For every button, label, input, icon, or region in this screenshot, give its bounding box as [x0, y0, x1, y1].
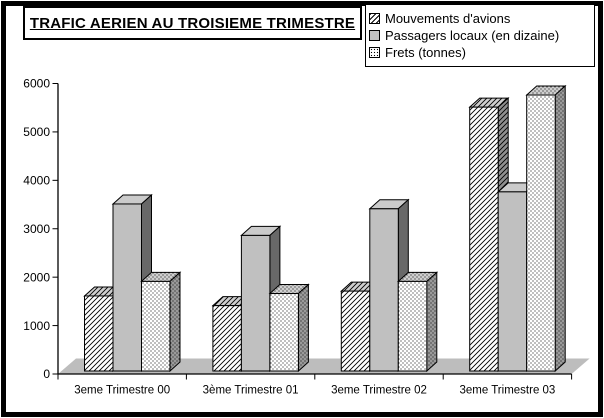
y-tick-label: 1000	[23, 319, 50, 333]
bar-front-face	[84, 295, 114, 372]
legend-label: Frets (tonnes)	[385, 44, 466, 60]
x-category-label: 3eme Trimestre 02	[331, 385, 427, 397]
chart-legend: Mouvements d'avions Passagers locaux (en …	[365, 4, 595, 67]
bar-front-face	[497, 191, 528, 372]
legend-swatch-dots-icon	[369, 47, 380, 58]
legend-label: Passagers locaux (en dizaine)	[385, 27, 560, 43]
chart-floor	[58, 358, 590, 374]
legend-item-1: Passagers locaux (en dizaine)	[369, 27, 591, 43]
bar-side-face	[554, 84, 566, 373]
bar-s2-c2	[396, 271, 439, 373]
bar-s2-c1	[268, 283, 310, 373]
y-tick-label: 4000	[23, 174, 50, 188]
legend-item-2: Frets (tonnes)	[369, 44, 591, 60]
bar-front-face	[141, 280, 171, 372]
bar-front-face	[397, 280, 428, 372]
bar-front-face	[112, 203, 142, 372]
y-tick-label: 3000	[23, 222, 50, 236]
bar-front-face	[369, 208, 399, 372]
bar-s2-c3	[525, 84, 567, 373]
chart-title: TRAFIC AERIEN AU TROISIEME TRIMESTRE	[23, 6, 362, 40]
y-tick-label: 2000	[23, 270, 50, 284]
bar-side-face	[426, 271, 438, 373]
legend-label: Mouvements d'avions	[385, 10, 511, 26]
legend-swatch-hatch-icon	[369, 13, 380, 24]
y-tick-label: 6000	[23, 77, 50, 91]
bar-front-face	[469, 106, 499, 372]
bar-front-face	[526, 94, 556, 372]
bar-front-face	[269, 293, 299, 372]
bar-s2-c0	[140, 271, 182, 373]
x-category-label: 3eme Trimestre 00	[74, 385, 170, 397]
bar-side-face	[297, 283, 309, 373]
x-category-label: 3ème Trimestre 01	[203, 385, 299, 397]
legend-item-0: Mouvements d'avions	[369, 10, 591, 26]
legend-swatch-solid-gray-icon	[369, 30, 380, 41]
bar-front-face	[212, 305, 242, 372]
bar-side-face	[169, 271, 181, 373]
bar-front-face	[340, 290, 371, 372]
y-tick-label: 5000	[23, 125, 50, 139]
x-category-label: 3eme Trimestre 03	[459, 385, 555, 397]
bar-front-face	[240, 234, 271, 372]
y-tick-label: 0	[43, 367, 50, 381]
bar-s1-c1	[240, 225, 282, 373]
